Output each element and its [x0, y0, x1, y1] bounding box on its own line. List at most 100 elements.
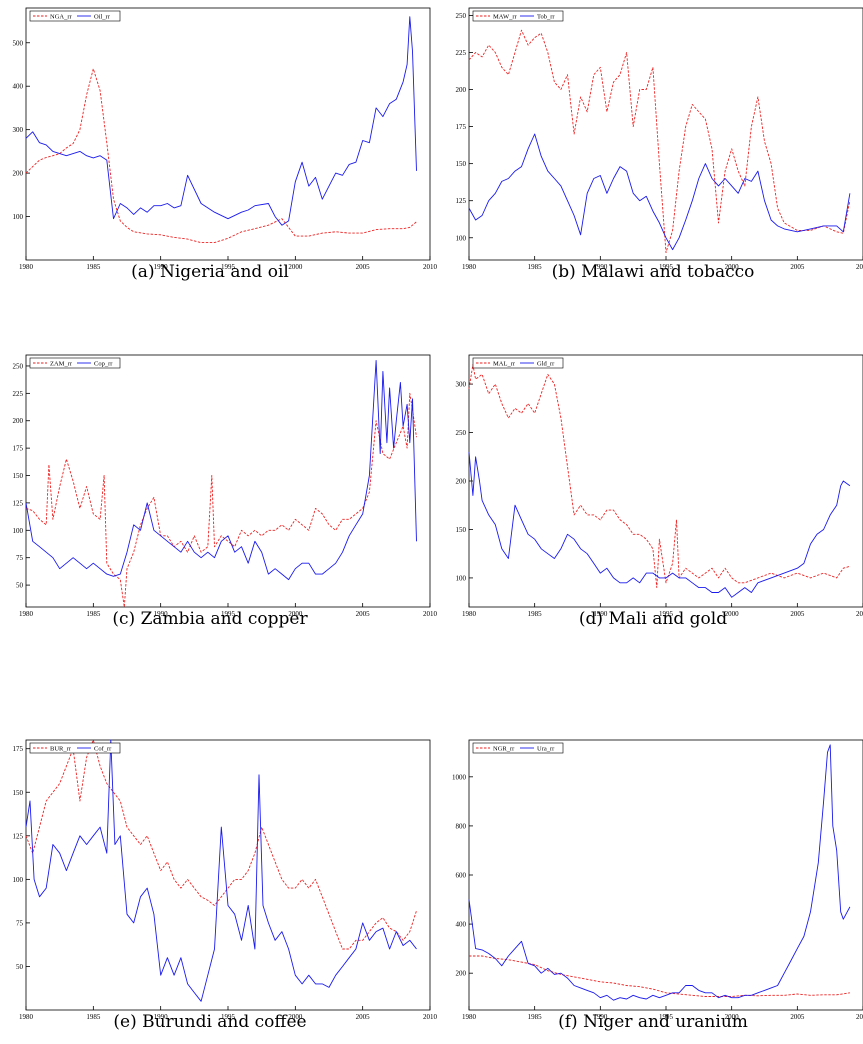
- chart-d: 1980 1985 1990 1995 2000 2005 2010 100 150 200 250…: [456, 354, 863, 618]
- legend-label-c-0: ZAM_rr: [50, 361, 73, 368]
- y-tick-label-a-1: 200: [13, 170, 24, 178]
- legend-label-d-0: MAL_rr: [493, 361, 516, 368]
- y-tick-label-a-3: 400: [13, 83, 24, 91]
- y-tick-label-c-0: 50: [16, 582, 24, 590]
- x-tick-label-a-3: 1995: [221, 263, 236, 271]
- series-line-d-gld_rr: [468, 451, 851, 598]
- y-tick-label-b-5: 225: [456, 49, 467, 57]
- chart-b: 1980 1985 1990 1995 2000 2005 2010 100 125 150 175…: [456, 7, 863, 271]
- caption-f: (f) Niger and uranium: [558, 1012, 748, 1032]
- x-tick-label-e-2: 1990: [154, 1013, 169, 1021]
- x-tick-label-f-2: 1990: [593, 1013, 608, 1021]
- x-tick-label-c-1: 1985: [86, 610, 101, 618]
- legend-label-e-0: BUR_rr: [50, 746, 72, 753]
- x-tick-label-d-1: 1985: [528, 610, 543, 618]
- plot-frame-d: [468, 354, 863, 608]
- plot-frame-c: [25, 354, 431, 608]
- caption-e: (e) Burundi and coffee: [113, 1012, 307, 1032]
- x-tick-label-b-0: 1980: [462, 263, 477, 271]
- y-tick-label-f-4: 1000: [452, 773, 467, 781]
- series-line-e-cof_rr: [25, 739, 417, 1002]
- y-tick-label-e-3: 125: [13, 832, 24, 840]
- caption-c: (c) Zambia and copper: [112, 609, 308, 629]
- x-tick-label-d-2: 1990: [593, 610, 608, 618]
- legend-box-f: [472, 742, 564, 754]
- x-tick-label-f-3: 1995: [659, 1013, 674, 1021]
- plot-frame-b: [468, 7, 863, 261]
- x-tick-label-c-4: 2000: [288, 610, 303, 618]
- series-line-c-zam_rr: [25, 392, 417, 608]
- x-tick-label-a-1: 1985: [86, 263, 101, 271]
- plot-frame-a: [25, 7, 431, 261]
- x-tick-label-e-4: 2000: [288, 1013, 303, 1021]
- x-tick-label-e-1: 1985: [86, 1013, 101, 1021]
- caption-b: (b) Malawi and tobacco: [551, 262, 755, 282]
- chart-e: 1980 1985 1990 1995 2000 2005 2010 50 75 100 125 15…: [13, 739, 438, 1021]
- y-tick-label-c-8: 250: [13, 362, 24, 370]
- series-line-d-mal_rr: [468, 364, 851, 589]
- x-tick-label-e-6: 2010: [423, 1013, 438, 1021]
- x-tick-label-a-6: 2010: [423, 263, 438, 271]
- legend-box-d: [472, 357, 564, 369]
- x-tick-label-b-4: 2000: [725, 263, 740, 271]
- y-tick-label-b-1: 125: [456, 197, 467, 205]
- x-tick-label-a-4: 2000: [288, 263, 303, 271]
- y-tick-label-f-2: 600: [456, 872, 467, 880]
- x-tick-label-f-6: 2010: [856, 1013, 863, 1021]
- chart-c: 1980 1985 1990 1995 2000 2005 2010 50 75 100 125 15…: [13, 354, 438, 618]
- series-line-a-oil_rr: [25, 16, 417, 226]
- series-line-b-maw_rr: [468, 29, 851, 254]
- x-tick-label-d-3: 1995: [659, 610, 674, 618]
- x-tick-label-c-6: 2010: [423, 610, 438, 618]
- x-tick-label-d-5: 2005: [790, 610, 805, 618]
- y-tick-label-d-2: 200: [456, 478, 467, 486]
- caption-a: (a) Nigeria and oil: [131, 262, 289, 282]
- legend-box-c: [29, 357, 121, 369]
- x-tick-label-c-5: 2005: [356, 610, 371, 618]
- legend-label-f-1: Ura_rr: [537, 746, 555, 753]
- x-tick-label-f-5: 2005: [790, 1013, 805, 1021]
- x-tick-label-f-4: 2000: [725, 1013, 740, 1021]
- y-tick-label-e-0: 50: [16, 963, 24, 971]
- x-tick-label-b-1: 1985: [528, 263, 543, 271]
- legend-label-b-1: Tob_rr: [537, 14, 555, 21]
- series-line-a-nga_rr: [25, 68, 417, 244]
- x-tick-label-a-0: 1980: [19, 263, 34, 271]
- legend-box-a: [29, 10, 121, 22]
- x-tick-label-a-2: 1990: [154, 263, 169, 271]
- y-tick-label-d-1: 150: [456, 526, 467, 534]
- legend-box-b: [472, 10, 564, 22]
- plot-frame-e: [25, 739, 431, 1011]
- legend-label-b-0: MAW_rr: [493, 14, 518, 21]
- x-tick-label-e-3: 1995: [221, 1013, 236, 1021]
- x-tick-label-c-0: 1980: [19, 610, 34, 618]
- y-tick-label-d-4: 300: [456, 381, 467, 389]
- y-tick-label-e-2: 100: [13, 876, 24, 884]
- y-tick-label-f-1: 400: [456, 921, 467, 929]
- y-tick-label-f-0: 200: [456, 970, 467, 978]
- x-tick-label-b-5: 2005: [790, 263, 805, 271]
- x-tick-label-d-6: 2010: [856, 610, 863, 618]
- y-tick-label-b-0: 100: [456, 234, 467, 242]
- legend-label-d-1: Gld_rr: [537, 361, 555, 368]
- x-tick-label-d-4: 2000: [725, 610, 740, 618]
- y-tick-label-e-5: 175: [13, 745, 24, 753]
- legend-label-c-1: Cop_rr: [94, 361, 113, 368]
- x-tick-label-d-0: 1980: [462, 610, 477, 618]
- y-tick-label-b-3: 175: [456, 123, 467, 131]
- series-line-f-ngr_rr: [469, 955, 850, 997]
- legend-label-a-1: Oil_rr: [94, 14, 111, 21]
- chart-a: 1980 1985 1990 1995 2000 2005 2010 100 200 300 400…: [13, 7, 438, 271]
- legend-label-a-0: NGA_rr: [50, 14, 72, 21]
- x-tick-label-e-5: 2005: [356, 1013, 371, 1021]
- x-tick-label-e-0: 1980: [19, 1013, 34, 1021]
- chart-f: 1980 1985 1990 1995 2000 2005 2010 200 400 600 800…: [452, 739, 863, 1021]
- y-tick-label-a-4: 500: [13, 39, 24, 47]
- y-tick-label-d-0: 100: [456, 574, 467, 582]
- y-tick-label-b-4: 200: [456, 86, 467, 94]
- legend-label-f-0: NGR_rr: [493, 746, 515, 753]
- y-tick-label-f-3: 800: [456, 822, 467, 830]
- x-tick-label-b-3: 1995: [659, 263, 674, 271]
- x-tick-label-a-5: 2005: [356, 263, 371, 271]
